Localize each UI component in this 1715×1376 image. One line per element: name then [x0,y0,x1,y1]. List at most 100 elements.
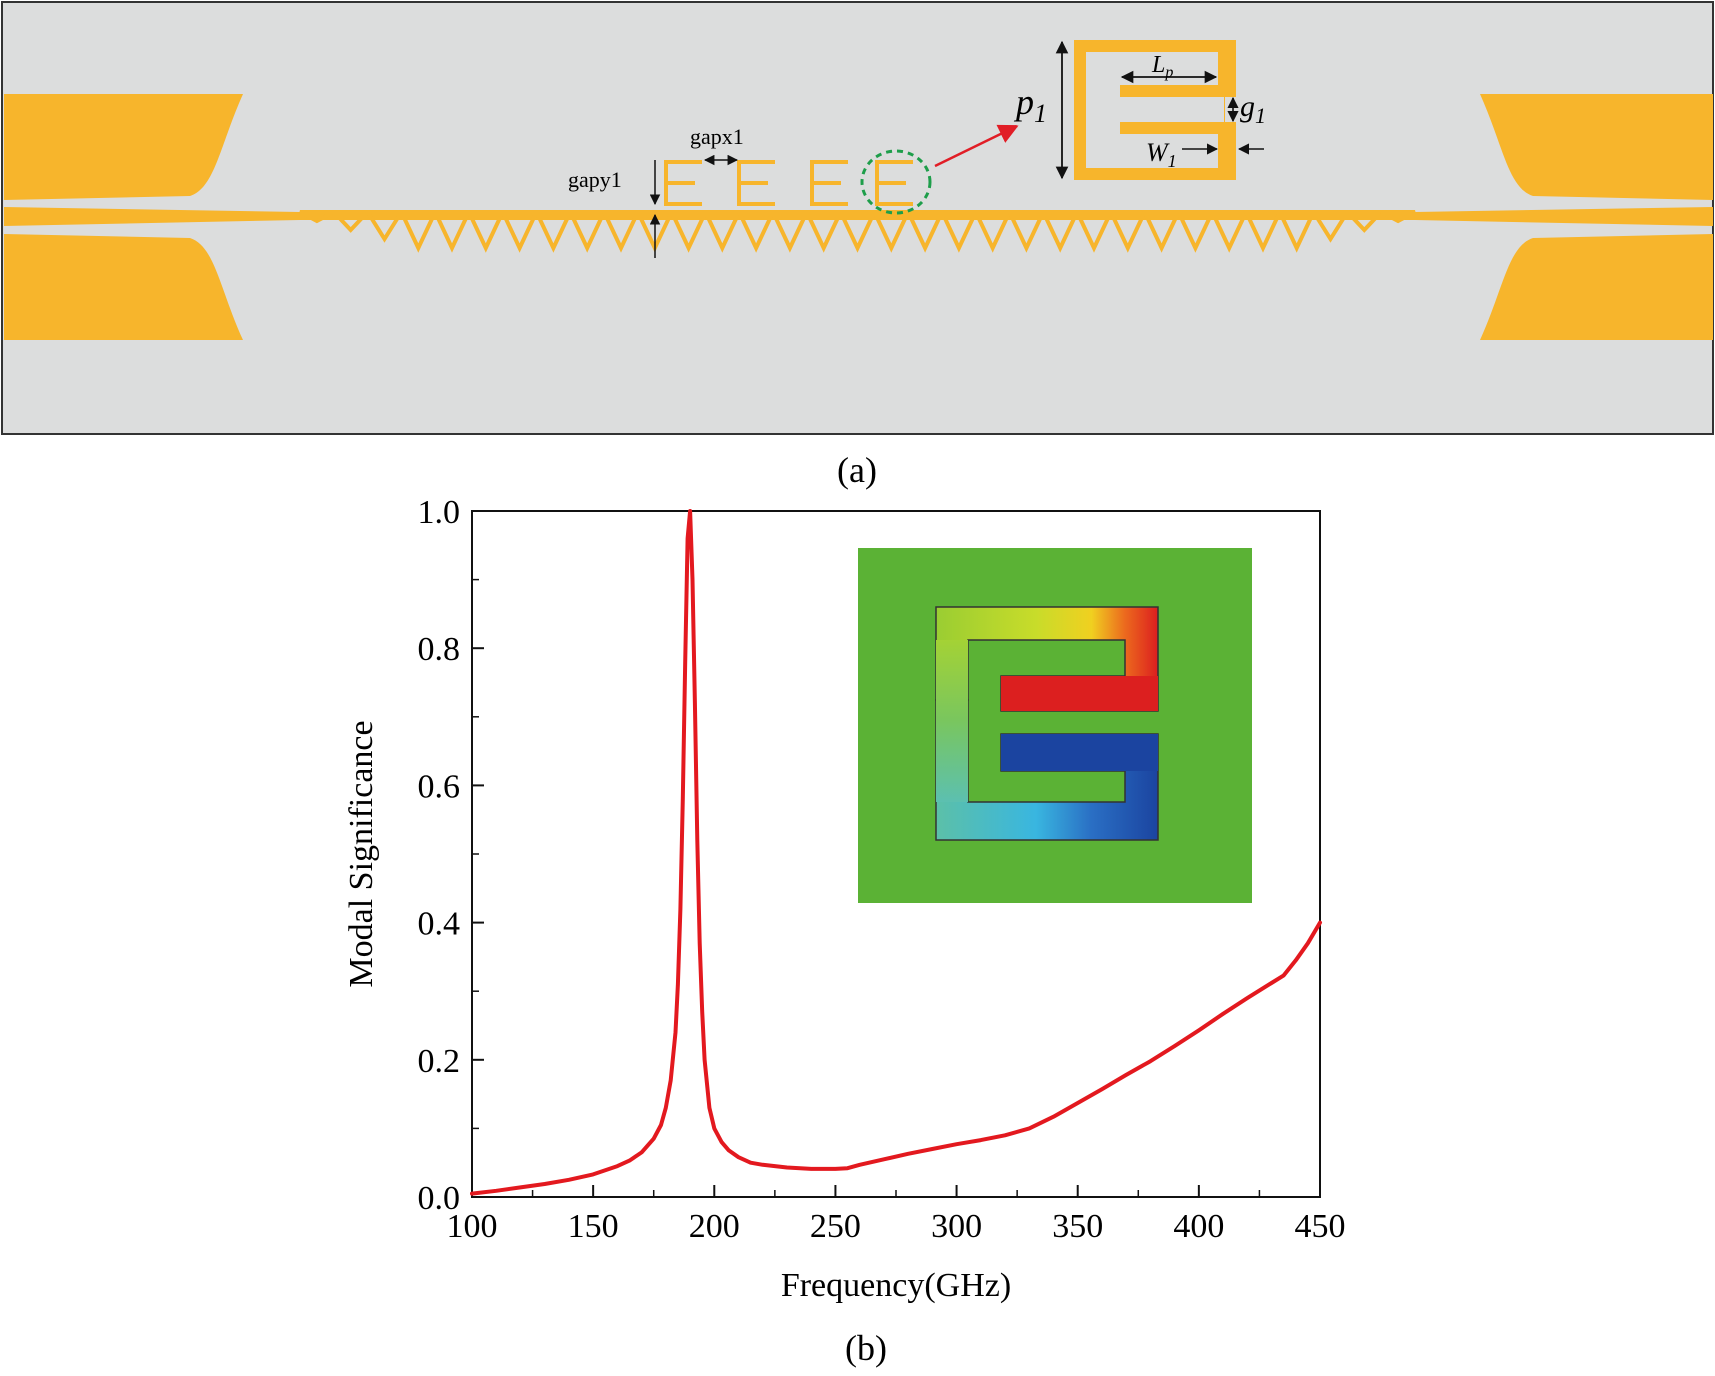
inset-e-blue-tongue [1001,734,1158,771]
corrugation-tooth [1380,210,1416,224]
y-tick-label: 0.2 [418,1043,461,1080]
data-point [1269,981,1274,985]
data-point [664,1106,668,1110]
right-upper-ground-pad [1480,94,1713,200]
left-lower-ground-pad [4,234,243,340]
x-tick-label: 250 [810,1208,861,1245]
corrugation-tooth [1107,210,1148,253]
data-point [707,1106,712,1110]
corrugation-tooth [363,210,406,243]
data-point [749,1161,753,1165]
data-point [785,1165,789,1170]
data-point [1197,1028,1201,1032]
corrugation-tooth [769,210,810,253]
corrugation-tooth [1276,210,1317,253]
corrugation-tooth [1309,210,1352,243]
data-point [1245,996,1249,1000]
data-point [1148,1059,1152,1063]
enlarged-unit-cell [1074,40,1236,180]
x-tick-label: 400 [1173,1208,1224,1245]
data-point [676,982,680,986]
data-point [1173,1044,1177,1048]
data-point [1282,973,1286,978]
data-point [688,509,692,513]
corrugation-tooth [736,210,777,253]
corrugation-tooth [668,210,709,253]
data-point [615,1164,620,1168]
data-point [1003,1133,1007,1137]
inset-background [858,548,1252,903]
data-point [673,1030,678,1034]
corrugation-tooth [803,210,844,253]
corrugation-tooth [398,210,439,253]
y-tick-label: 0.0 [418,1180,461,1217]
data-point [955,1142,959,1146]
data-point [712,1126,716,1130]
corrugation-tooth [1073,210,1115,253]
x-tick-label: 150 [568,1208,619,1245]
corrugation-tooth [1242,210,1283,253]
w1-label: W1 [1146,138,1177,171]
panel-a-caption: (a) [837,450,877,490]
data-point [1076,1101,1080,1105]
y-tick-label: 0.4 [418,906,461,943]
corrugation-tooth [837,210,878,253]
panel-b-caption: (b) [845,1328,887,1368]
data-point [979,1138,983,1142]
data-point [652,1137,656,1141]
data-point [470,1192,474,1196]
data-point [1100,1087,1104,1091]
data-point [1124,1073,1128,1077]
data-point [567,1178,571,1182]
signal-strip-line [4,207,1713,226]
corrugation-tooth [465,210,506,253]
corrugation-tooth [1209,210,1250,253]
data-point [543,1182,547,1186]
y-tick-label: 0.8 [418,631,461,668]
e-resonator-3 [810,160,848,206]
y-tick-label: 1.0 [418,494,461,531]
data-point [882,1157,886,1161]
corrugation-tooth [567,210,608,253]
data-point [1294,958,1298,962]
data-point [1027,1126,1031,1130]
corrugation-tooth [499,210,540,253]
data-point [809,1167,813,1171]
corrugation-tooth [1175,210,1216,253]
data-point [659,1123,663,1127]
x-tick-label: 300 [931,1208,982,1245]
gapx1-label: gapx1 [690,124,744,149]
series-points [470,509,1322,1196]
data-point [678,907,683,911]
data-point [736,1155,741,1159]
data-point [640,1150,644,1154]
data-point [1051,1115,1056,1119]
corrugation-tooth [432,210,473,253]
data-point [720,1140,724,1144]
corrugation-tooth [600,210,642,253]
corrugation-tooth [702,210,743,253]
y-tick-label: 0.6 [418,768,461,805]
x-axis-label: Frequency(GHz) [781,1267,1011,1304]
data-point [833,1167,838,1171]
data-point [845,1166,850,1170]
data-point [1221,1012,1225,1016]
zoom-arrow [934,124,1019,168]
data-point [761,1163,765,1167]
data-point [858,1163,862,1167]
data-point [930,1147,934,1151]
inset-e-spine [936,640,968,802]
data-point [669,1078,673,1082]
corrugation-tooth [634,210,675,253]
data-point [703,1058,707,1062]
data-point [683,660,687,664]
corrugation-tooth [1342,210,1386,233]
data-point [681,797,685,801]
lp-label: Lp [1151,52,1173,81]
data-point [591,1172,595,1176]
corrugation-tooth [299,210,335,224]
y-axis-ticks: 0.0 0.2 0.4 0.6 0.8 1.0 [418,494,484,1217]
inset-e-red-tongue [1001,676,1158,711]
corrugation-tooth [905,210,946,253]
data-point [698,941,702,945]
